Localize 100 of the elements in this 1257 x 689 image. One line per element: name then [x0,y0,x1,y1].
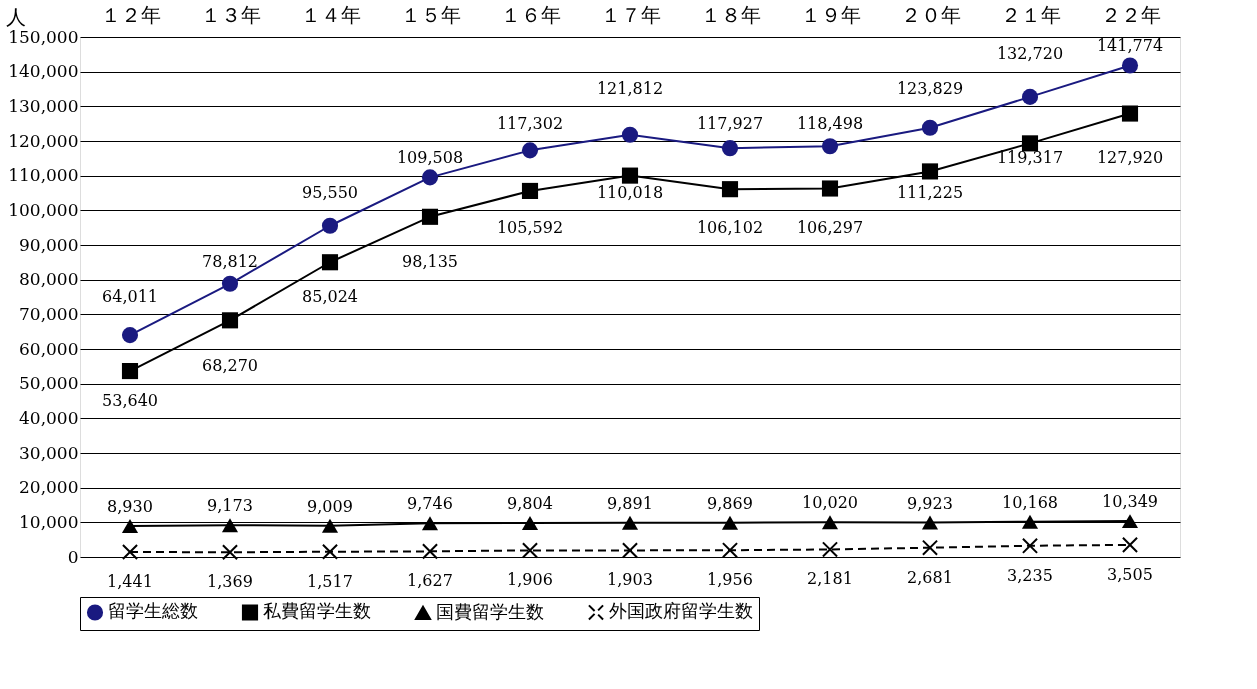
point [121,362,139,380]
x-tick-label: １３年 [200,2,261,27]
y-tick-label: 10,000 [19,511,79,532]
data-label: 118,498 [796,113,864,133]
point [321,254,339,271]
point [1121,536,1139,553]
point [521,542,539,559]
point [821,138,839,155]
data-label: 1,369 [207,572,253,592]
data-label: 9,923 [907,493,953,513]
data-label: 1,627 [407,571,453,591]
legend-label: 外国政府留学生数 [609,600,753,622]
data-label: 1,903 [607,570,653,590]
data-label: 78,812 [202,252,258,272]
y-tick-label: 30,000 [19,442,79,463]
point [221,544,239,561]
data-label: 10,020 [802,493,858,513]
point [521,182,539,200]
data-label: 132,720 [996,44,1064,64]
point [1021,537,1039,554]
data-label: 1,517 [307,571,353,591]
data-label: 1,441 [107,572,153,591]
y-tick-label: 120,000 [8,130,79,151]
data-label: 10,168 [1002,492,1058,512]
point [221,275,239,292]
x-tick-label: ２１年 [1000,2,1061,27]
data-label: 3,505 [1107,564,1153,584]
x-tick-label: １２年 [100,2,161,27]
point [121,519,139,534]
x-tick-label: ２２年 [1100,2,1161,27]
point [121,327,139,344]
x-tick-label: １４年 [300,2,361,27]
y-tick-label: 150,000 [8,26,79,47]
data-label: 117,927 [696,113,764,133]
point [1121,105,1139,122]
data-label: 68,270 [202,356,258,376]
y-tick-label: 40,000 [19,407,79,428]
data-label: 105,592 [496,217,564,237]
point [721,515,739,530]
data-label: 1,906 [507,570,553,590]
data-label: 8,930 [107,497,153,517]
data-label: 127,920 [1096,148,1164,168]
point [621,126,639,143]
point [421,516,439,531]
y-tick-label: 20,000 [19,477,79,498]
y-tick-label: 130,000 [8,95,79,116]
y-tick-label: 70,000 [19,303,79,324]
legend-label: 私費留学生数 [263,600,371,622]
point [1121,57,1139,74]
point [221,312,239,329]
data-label: 117,302 [496,113,564,133]
y-tick-label: 60,000 [19,338,79,359]
point [421,543,439,560]
point [921,119,939,136]
data-label: 109,508 [396,148,464,168]
y-tick-label: 140,000 [8,61,79,82]
data-label: 9,173 [207,496,253,516]
x-tick-label: １５年 [400,2,461,27]
data-label: 98,135 [402,252,458,272]
legend-label: 国費留学生数 [436,600,544,622]
data-label: 53,640 [102,391,158,410]
data-label: 2,181 [807,569,853,589]
point [721,140,739,157]
point [321,518,339,533]
point [921,515,939,530]
point [421,208,439,225]
point [1021,514,1039,529]
point [321,217,339,234]
y-tick-label: 80,000 [19,269,79,290]
x-tick-label: １７年 [600,2,661,27]
point [821,515,839,530]
point [921,163,939,180]
point [621,542,639,559]
point [521,142,539,159]
data-label: 110,018 [596,183,664,202]
y-tick-label: 110,000 [8,165,79,186]
point [721,181,739,198]
point [121,543,139,561]
y-axis-title: 人 [5,4,26,29]
point [421,169,439,186]
y-tick-label: 100,000 [8,199,79,220]
data-label: 119,317 [996,148,1064,168]
data-label: 121,812 [596,79,664,98]
point [1121,514,1139,529]
y-tick-label: 0 [67,546,79,567]
point [821,541,839,558]
data-label: 106,102 [696,217,764,237]
y-tick-label: 90,000 [19,234,79,255]
data-label: 2,681 [907,567,953,587]
point [221,518,239,533]
legend-label: 留学生総数 [108,600,198,622]
data-label: 9,746 [407,494,453,514]
point [721,542,739,559]
data-label: 123,829 [896,79,964,98]
point [1021,88,1039,105]
x-tick-label: １６年 [500,2,561,27]
y-tick-label: 50,000 [19,373,79,394]
point [621,167,639,184]
data-label: 111,225 [896,183,964,202]
data-label: 9,869 [707,493,753,513]
